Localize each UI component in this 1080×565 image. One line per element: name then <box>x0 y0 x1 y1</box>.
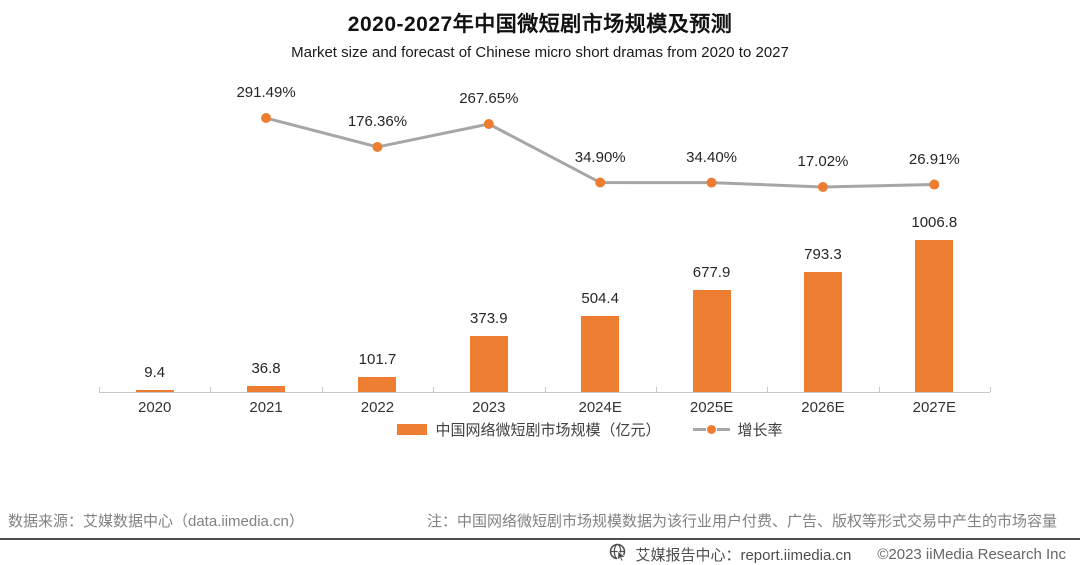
bar-value-label: 9.4 <box>144 364 166 381</box>
bar-2020 <box>135 390 174 392</box>
x-axis-tick <box>433 387 435 392</box>
bar-value-label: 36.8 <box>251 360 281 378</box>
line-value-label: 291.49% <box>236 84 296 102</box>
line-marker-2027E <box>929 179 940 190</box>
bar-2024E <box>581 315 620 392</box>
bar-2026E <box>803 272 842 392</box>
report-center-text: 艾媒报告中心：report.iimedia.cn <box>635 546 852 564</box>
bar-value-label: 677.9 <box>692 263 731 281</box>
line-value-label: 34.40% <box>686 148 737 166</box>
legend-line-label: 增长率 <box>737 421 783 439</box>
x-axis-line <box>99 392 990 393</box>
x-axis-label-2026E: 2026E <box>801 399 845 416</box>
x-axis-label-2024E: 2024E <box>578 399 622 416</box>
x-axis-tick <box>321 387 323 392</box>
x-axis-tick <box>767 387 769 392</box>
bottom-bar: 艾媒报告中心：report.iimedia.cn ©2023 iiMedia R… <box>609 543 1066 565</box>
growth-rate-line <box>261 113 940 193</box>
line-marker-2026E <box>817 182 828 193</box>
data-source-text: 数据来源：艾媒数据中心（data.iimedia.cn） <box>8 513 304 530</box>
note-text: 注：中国网络微短剧市场规模数据为该行业用户付费、广告、版权等形式交易中产生的市场… <box>427 513 1058 530</box>
legend-bar-label: 中国网络微短剧市场规模（亿元） <box>435 421 661 439</box>
chart-title: 2020-2027年中国微短剧市场规模及预测 <box>347 13 733 36</box>
bar-value-label: 793.3 <box>804 246 842 264</box>
x-axis-label-2027E: 2027E <box>912 399 956 416</box>
x-axis-label-2020: 2020 <box>138 399 172 416</box>
x-axis-tick <box>990 387 991 392</box>
line-marker-2021 <box>261 113 272 124</box>
bar-value-label: 373.9 <box>470 309 508 327</box>
line-value-label: 34.90% <box>574 148 626 166</box>
bottom-divider <box>0 538 1080 540</box>
line-marker-2023 <box>483 119 494 130</box>
footer-row: 数据来源：艾媒数据中心（data.iimedia.cn） 注：中国网络微短剧市场… <box>0 510 1080 532</box>
bar-2021 <box>247 386 286 392</box>
bar-2022 <box>358 376 397 392</box>
line-marker-2022 <box>372 141 383 152</box>
plot-area: 9.4 2020 36.8 2021 101.7 2022 373.9 2023 504.4 20… <box>99 84 991 416</box>
x-axis-label-2022: 2022 <box>360 399 395 416</box>
bar-value-label: 101.7 <box>358 350 397 368</box>
legend-bar-swatch <box>397 423 428 435</box>
x-axis-tick <box>210 387 212 392</box>
line-value-label: 267.65% <box>459 90 519 107</box>
bar-2027E <box>915 240 954 392</box>
line-marker-2024E <box>595 177 606 188</box>
bar-value-label: 504.4 <box>581 289 619 307</box>
legend: 中国网络微短剧市场规模（亿元） 增长率 <box>140 418 1040 440</box>
globe-icon <box>609 543 627 565</box>
line-value-label: 176.36% <box>347 112 408 130</box>
bar-2025E <box>692 289 731 392</box>
x-axis-tick <box>99 387 100 392</box>
bar-2023 <box>469 335 508 392</box>
x-axis-label-2021: 2021 <box>249 399 283 416</box>
bar-value-label: 1006.8 <box>911 214 958 231</box>
line-marker-2025E <box>706 177 717 188</box>
x-axis-tick <box>878 387 880 392</box>
legend-line-marker-icon <box>692 424 730 434</box>
copyright-text: ©2023 iiMedia Research Inc <box>877 545 1066 563</box>
x-axis-tick <box>655 387 657 392</box>
line-value-label: 26.91% <box>908 150 960 168</box>
x-axis-label-2023: 2023 <box>472 399 506 416</box>
x-axis-tick <box>544 387 546 392</box>
line-value-label: 17.02% <box>797 153 849 171</box>
chart-subtitle: Market size and forecast of Chinese micr… <box>291 44 789 61</box>
x-axis-label-2025E: 2025E <box>689 399 734 416</box>
